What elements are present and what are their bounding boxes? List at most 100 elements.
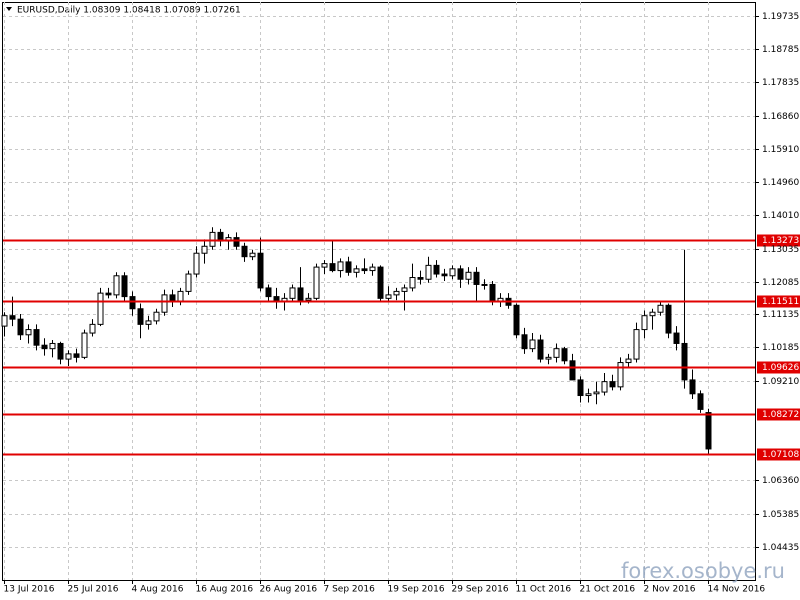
candle-body [25, 329, 32, 336]
x-tick-label: 4 Aug 2016 [132, 585, 184, 595]
candle-body [33, 329, 40, 346]
candle-body [513, 304, 520, 336]
candle-body [529, 339, 536, 350]
level-label: 1.11511 [762, 297, 799, 307]
level-label: 1.08272 [762, 410, 799, 420]
candle-body [585, 393, 592, 397]
candle-body [241, 245, 248, 258]
candle-body [617, 362, 624, 388]
level-label: 1.13273 [762, 236, 799, 246]
y-tick-label: 1.19735 [762, 12, 799, 22]
y-tick-label: 1.12085 [762, 278, 799, 288]
candle-body [569, 360, 576, 381]
candle-body [353, 268, 360, 273]
y-tick-label: 1.09210 [762, 377, 799, 387]
candle-body [89, 323, 96, 334]
candle-body [257, 252, 264, 289]
candle-body [321, 263, 328, 268]
candle-body [673, 332, 680, 344]
y-tick-label: 1.14960 [762, 178, 799, 188]
candle-body [113, 275, 120, 296]
y-tick-label: 1.17835 [762, 78, 799, 88]
candle-body [561, 348, 568, 362]
candles [1, 227, 712, 455]
candle-body [545, 356, 552, 360]
candle-body [265, 287, 272, 298]
candle-body [289, 287, 296, 299]
plot-frame [2, 2, 756, 581]
candle-body [705, 412, 712, 450]
candle-body [641, 315, 648, 331]
level-label: 1.07108 [762, 450, 799, 460]
level-label-box [757, 448, 800, 461]
candle-body [377, 266, 384, 299]
level-label-box [757, 408, 800, 421]
candle-body [409, 277, 416, 289]
x-tick-label: 16 Aug 2016 [196, 585, 254, 595]
candle-body [537, 339, 544, 360]
x-tick-label: 14 Nov 2016 [708, 585, 766, 595]
y-tick-label: 1.14010 [762, 211, 799, 221]
candle-body [49, 342, 56, 350]
candle-body [185, 273, 192, 292]
x-tick-label: 25 Jul 2016 [68, 585, 119, 595]
level-label-box [757, 234, 800, 247]
y-tick-label: 1.15910 [762, 145, 799, 155]
candle-body [577, 379, 584, 397]
candle-body [129, 296, 136, 310]
candle-body [41, 344, 48, 350]
candle-body [633, 329, 640, 360]
candle-body [369, 266, 376, 272]
candle-body [361, 268, 368, 272]
candle-body [425, 264, 432, 280]
watermark: forex.osobye.ru [621, 559, 785, 583]
candle-body [385, 294, 392, 299]
candle-body [481, 283, 488, 286]
y-tick-label: 1.13035 [762, 245, 799, 255]
candle-body [193, 252, 200, 275]
x-tick-label: 7 Sep 2016 [324, 585, 376, 595]
y-tick-label: 1.16860 [762, 112, 799, 122]
level-label-box [757, 295, 800, 308]
y-tick-label: 1.11135 [762, 310, 799, 320]
y-tick-label: 1.18785 [762, 45, 799, 55]
candle-body [457, 268, 464, 280]
candle-body [697, 393, 704, 410]
y-tick-label: 1.04435 [762, 543, 799, 553]
candle-body [665, 304, 672, 334]
candle-body [489, 283, 496, 303]
candle-body [441, 273, 448, 277]
candle-body [593, 391, 600, 395]
candle-body [417, 277, 424, 280]
candle-body [105, 292, 112, 296]
candle-body [297, 287, 304, 301]
y-tick-label: 1.05385 [762, 510, 799, 520]
level-label: 1.09626 [762, 363, 799, 373]
candle-body [465, 271, 472, 280]
candle-body [1, 315, 8, 327]
candle-body [177, 290, 184, 303]
candle-body [313, 266, 320, 299]
candle-body [137, 308, 144, 325]
candle-body [57, 342, 64, 360]
menu-arrow[interactable] [6, 7, 12, 11]
candle-body [153, 311, 160, 322]
y-tick-label: 1.10185 [762, 343, 799, 353]
x-tick-label: 13 Jul 2016 [4, 585, 55, 595]
candle-body [473, 271, 480, 285]
candle-body [649, 311, 656, 317]
candle-body [233, 237, 240, 247]
candle-body [393, 290, 400, 296]
candle-body [521, 334, 528, 350]
x-tick-label: 19 Sep 2016 [388, 585, 445, 595]
x-tick-label: 21 Oct 2016 [580, 585, 636, 595]
candle-body [17, 318, 24, 336]
candle-body [65, 353, 72, 360]
levels: 1.13273 1.11511 1.09626 1.08272 1.07108 [3, 234, 800, 461]
candle-body [601, 381, 608, 393]
x-tick-label: 2 Nov 2016 [644, 585, 696, 595]
candle-body [161, 294, 168, 313]
candle-body [449, 268, 456, 277]
